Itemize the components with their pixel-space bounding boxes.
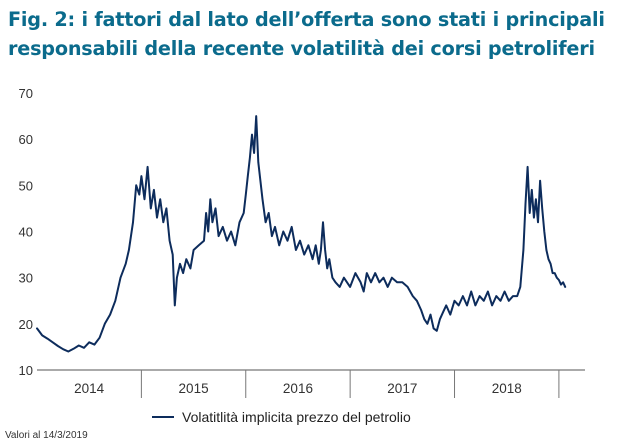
y-tick-label: 60	[19, 132, 33, 147]
x-tick-label: 2017	[387, 381, 417, 396]
chart-title: Fig. 2: i fattori dal lato dell’offerta …	[8, 5, 620, 63]
y-axis-ticks: 10 20 30 40 50 60 70	[19, 86, 33, 378]
series-line	[36, 115, 567, 353]
footnote: Valori al 14/3/2019	[5, 430, 88, 441]
y-tick-label: 20	[19, 317, 33, 332]
legend-line-swatch	[152, 416, 174, 418]
x-tick-label: 2015	[179, 381, 209, 396]
y-tick-label: 70	[19, 86, 33, 101]
y-tick-label: 40	[19, 225, 33, 240]
chart-title-line-2: responsabili della recente volatilità de…	[8, 37, 595, 60]
y-tick-label: 10	[19, 363, 33, 378]
y-tick-label: 50	[19, 178, 33, 193]
x-tick-label: 2018	[492, 381, 522, 396]
y-tick-label: 30	[19, 271, 33, 286]
chart-title-line-1: Fig. 2: i fattori dal lato dell’offerta …	[8, 8, 605, 31]
x-tick-label: 2016	[283, 381, 313, 396]
series-layer	[36, 115, 567, 353]
x-axis: 2014 2015 2016 2017 2018	[37, 369, 585, 398]
legend-label: Volatitlità implicita prezzo del petroli…	[182, 409, 411, 425]
legend: Volatitlità implicita prezzo del petroli…	[152, 409, 411, 425]
x-tick-label: 2014	[74, 381, 105, 396]
